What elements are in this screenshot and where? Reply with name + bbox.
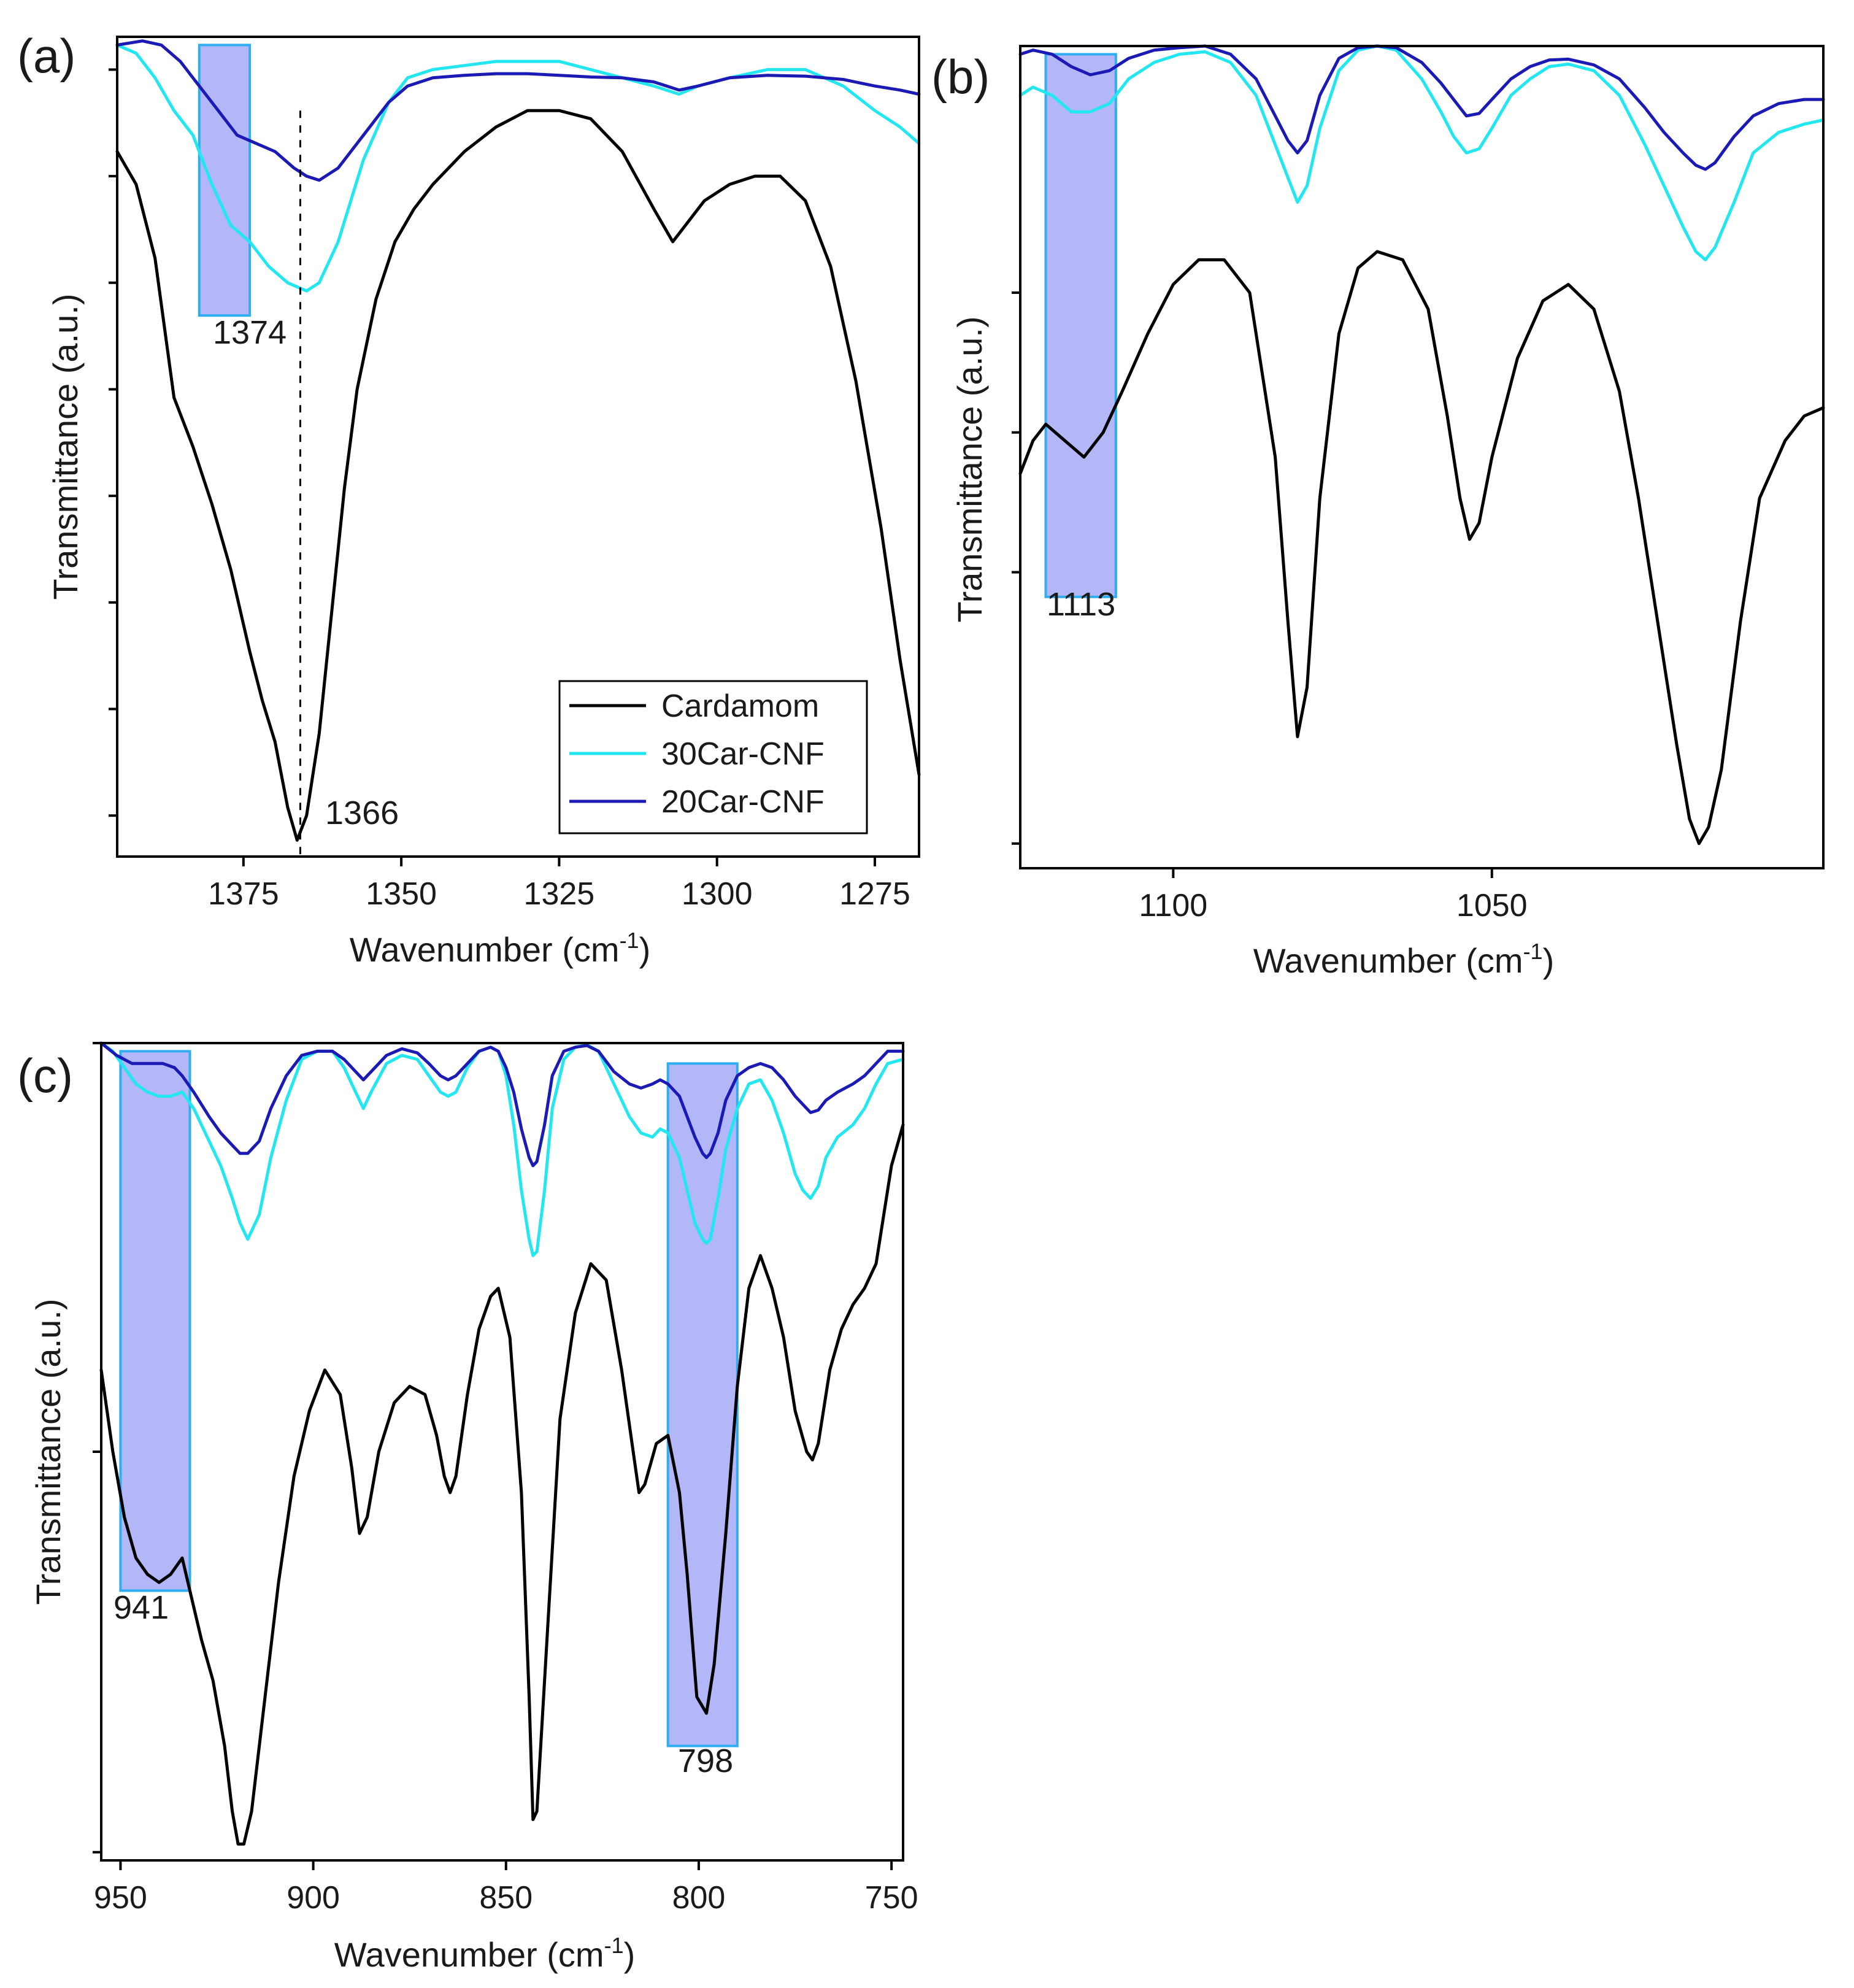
panel-c-curves: [99, 1041, 905, 1846]
legend-label-cardamom: Cardamom: [661, 688, 819, 724]
panel-a-1374-label: 1374: [213, 314, 287, 351]
panel-c-x-tick-label-850: 850: [479, 1880, 533, 1916]
panel-c: 950 900 850 800 750 (c) Transmittance (a.u.)…: [17, 1041, 918, 1974]
panel-a-highlight-box-1374: [198, 44, 252, 317]
panel-c-x-tick-label-800: 800: [672, 1880, 726, 1916]
panel-b-highlights: [1044, 53, 1117, 598]
panel-a-y-axis-label: Transmittance (a.u.): [46, 294, 85, 600]
panel-c-x-tick-label-750: 750: [865, 1880, 918, 1916]
panel-a-highlights: [198, 44, 252, 317]
legend-label-30car-cnf: 30Car-CNF: [661, 736, 825, 772]
panel-c-series-20car-cnf: [99, 1041, 905, 1168]
panel-c-highlight-box-941: [119, 1050, 191, 1592]
panel-c-series-cardamom: [99, 1123, 905, 1846]
panel-a-x-tick-label-1325: 1325: [524, 876, 595, 912]
panel-b-x-tick-label-1050: 1050: [1456, 888, 1528, 923]
panel-a-series-20car-cnf: [115, 39, 921, 182]
panel-c-highlight-box-798: [666, 1062, 739, 1747]
panel-a-x-tick-label-1350: 1350: [366, 876, 437, 912]
panel-b-ticks: 1100 1050: [1012, 291, 1528, 923]
panel-c-x-axis-label: Wavenumber (cm-1): [334, 1933, 635, 1974]
panel-a-plot-frame: [116, 36, 920, 858]
panel-b-x-axis-label: Wavenumber (cm-1): [1253, 939, 1554, 980]
legend-label-20car-cnf: 20Car-CNF: [661, 784, 825, 820]
panel-a-x-tick-label-1375: 1375: [208, 876, 279, 912]
panel-b-series-20car-cnf: [1018, 44, 1825, 171]
panel-a-x-axis-label: Wavenumber (cm-1): [350, 928, 650, 969]
panel-a-x-tick-label-1300: 1300: [682, 876, 753, 912]
panel-b-y-axis-label: Transmittance (a.u.): [950, 317, 989, 623]
panel-c-highlights: [119, 1050, 739, 1747]
panel-b-plot-frame: [1019, 45, 1825, 869]
panel-b-highlight-box-1113: [1044, 53, 1117, 598]
panel-a-label: (a): [17, 29, 75, 83]
panel-b-series-cardamom: [1018, 250, 1825, 846]
panel-b-label: (b): [931, 50, 990, 104]
panel-b-series-30car-cnf: [1018, 44, 1825, 261]
panel-c-y-axis-label: Transmittance (a.u.): [29, 1299, 67, 1605]
panel-b-x-tick-label-1100: 1100: [1139, 888, 1207, 923]
panel-c-798-label: 798: [678, 1743, 733, 1779]
panel-a-1366-label: 1366: [325, 795, 399, 831]
panel-b: 1100 1050 (b) Transmittance (a.u.) Wavenu…: [931, 44, 1825, 980]
panel-c-x-tick-label-950: 950: [94, 1880, 147, 1916]
panel-a-series-cardamom: [115, 109, 921, 842]
panel-a-ticks: 1375 1350 1325 1300 1275: [109, 68, 910, 912]
panel-a-curves: [115, 39, 921, 842]
panel-a-x-tick-label-1275: 1275: [839, 876, 910, 912]
panel-a-legend: Cardamom 30Car-CNF 20Car-CNF: [558, 680, 868, 834]
panel-c-series-30car-cnf: [99, 1041, 905, 1257]
panel-b-1113-label: 1113: [1047, 586, 1115, 623]
panel-c-label: (c): [17, 1049, 73, 1103]
panel-a: 1375 1350 1325 1300 1275 (a) Transmittance (…: [17, 29, 921, 969]
panel-b-curves: [1018, 44, 1825, 846]
panel-c-ticks: 950 900 850 800 750: [93, 1042, 918, 1916]
panel-c-x-tick-label-900: 900: [287, 1880, 340, 1916]
panel-a-series-30car-cnf: [115, 43, 921, 293]
panel-c-941-label: 941: [113, 1589, 169, 1626]
